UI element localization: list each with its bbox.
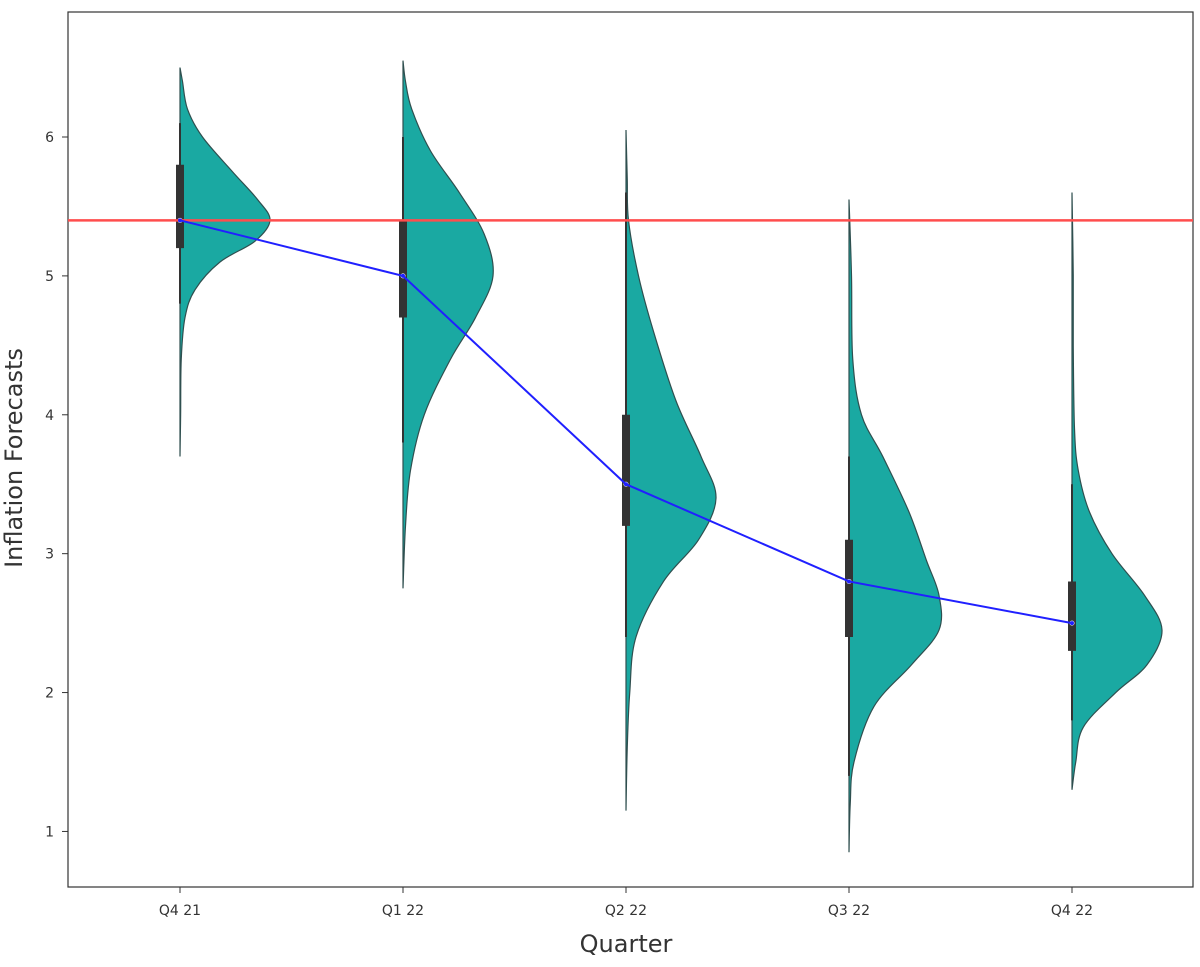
boxes xyxy=(176,123,1076,776)
y-axis: 1 2 3 4 5 6 xyxy=(45,130,68,840)
violins xyxy=(179,60,1163,853)
violin-q2-22 xyxy=(625,130,717,811)
violin-q1-22 xyxy=(402,60,494,589)
y-tick-label-2: 2 xyxy=(45,686,54,702)
x-axis-title: Quarter xyxy=(580,930,673,958)
y-tick-label-6: 6 xyxy=(45,130,54,146)
y-tick-label-1: 1 xyxy=(45,824,54,840)
x-tick-label-3: Q3 22 xyxy=(828,903,870,919)
median-point-4 xyxy=(1070,621,1074,626)
median-point-2 xyxy=(624,482,628,487)
lines xyxy=(68,218,1193,626)
y-tick-label-4: 4 xyxy=(45,408,54,424)
violin-q4-21 xyxy=(179,67,271,457)
y-tick-label-3: 3 xyxy=(45,547,54,563)
plot-area xyxy=(67,11,1194,888)
median-point-0 xyxy=(178,218,182,223)
x-tick-label-0: Q4 21 xyxy=(159,903,201,919)
plot-frame xyxy=(67,11,1194,888)
x-tick-label-4: Q4 22 xyxy=(1051,903,1093,919)
y-tick-label-5: 5 xyxy=(45,269,54,285)
median-point-1 xyxy=(401,273,405,278)
x-axis: Q4 21 Q1 22 Q2 22 Q3 22 Q4 22 xyxy=(159,887,1093,919)
median-point-3 xyxy=(847,579,851,584)
y-axis-title: Inflation Forecasts xyxy=(0,348,28,568)
violin-q4-22 xyxy=(1071,192,1163,790)
x-tick-label-1: Q1 22 xyxy=(382,903,424,919)
violin-q3-22 xyxy=(848,199,943,853)
x-tick-label-2: Q2 22 xyxy=(605,903,647,919)
